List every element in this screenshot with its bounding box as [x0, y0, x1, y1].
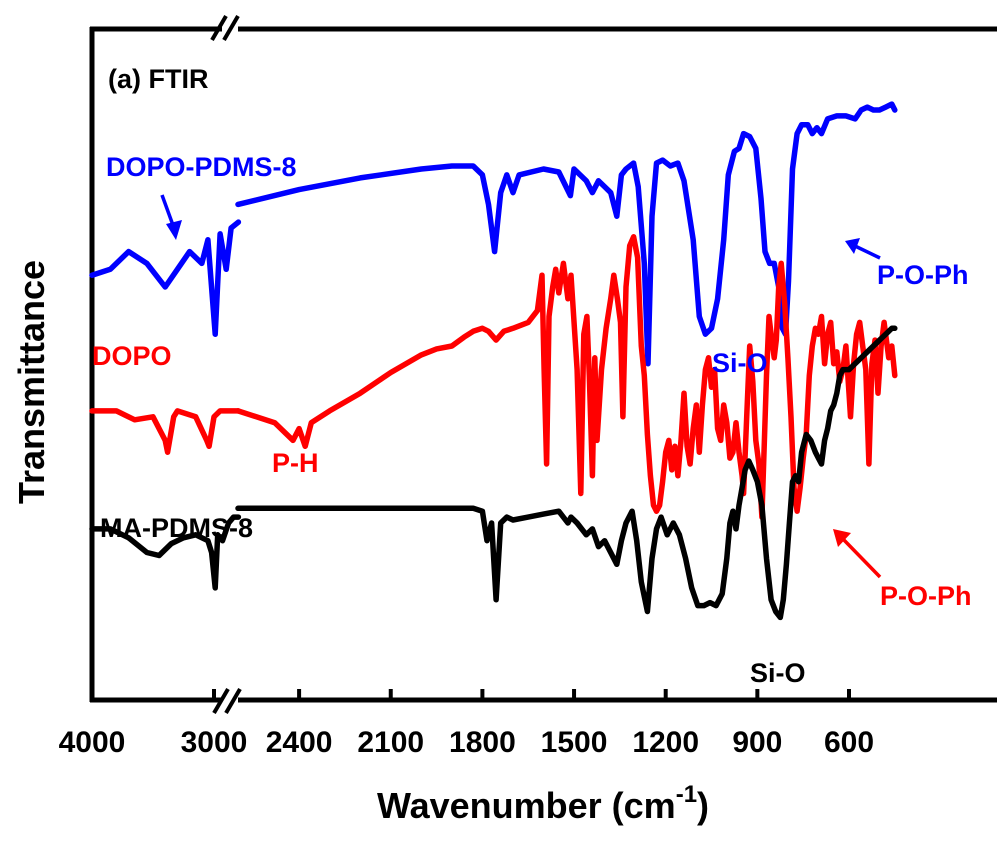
x-tick-label-4000: 4000	[59, 726, 126, 759]
trace-ma-pdms-8-segment-2	[235, 325, 898, 621]
trace-dopo-pdms-8-segment-1	[89, 219, 242, 337]
x-tick-label-1500: 1500	[541, 726, 608, 759]
series-label-dopo: DOPO	[92, 341, 172, 371]
annotation-si-o-black: Si-O	[750, 658, 806, 688]
arrow-head-p-o-ph-blue	[845, 238, 860, 254]
plot-frame	[89, 26, 997, 703]
arrow-head-p-o-ph-red	[833, 529, 851, 547]
series-traces	[89, 101, 898, 621]
annotation-p-o-ph-blue: P-O-Ph	[877, 260, 969, 290]
x-tick-label-2400: 2400	[266, 726, 333, 759]
arrow-p-o-ph-blue	[854, 244, 881, 260]
axis-break-marks	[210, 14, 242, 715]
x-tick-labels: 4000 3000 2400 2100 1800 1500 1200 900 600	[59, 726, 874, 759]
arrow-p-o-ph-red	[841, 537, 882, 579]
x-ticks	[90, 689, 851, 700]
y-axis-title: Transmittance	[11, 260, 52, 504]
trace-dopo-segment-2	[235, 234, 898, 520]
x-tick-label-600: 600	[824, 726, 874, 759]
annotation-p-h: P-H	[272, 448, 319, 478]
series-label-dopo-pdms-8: DOPO-PDMS-8	[106, 152, 297, 182]
trace-dopo-segment-1	[89, 408, 242, 455]
x-tick-label-900: 900	[732, 726, 782, 759]
trace-dopo-pdms-8-segment-2	[235, 101, 898, 367]
x-tick-label-1200: 1200	[632, 726, 699, 759]
annotation-si-o-blue: Si-O	[712, 348, 768, 378]
trace-ma-pdms-8-segment-1	[89, 514, 242, 591]
series-label-ma-pdms-8: MA-PDMS-8	[100, 513, 253, 543]
annotation-p-o-ph-red: P-O-Ph	[880, 581, 972, 611]
arrow-head-dopo-pdms-8	[166, 220, 182, 240]
x-axis-title: Wavenumber (cm-1)	[377, 781, 709, 826]
x-tick-label-2100: 2100	[357, 726, 424, 759]
panel-title: (a) FTIR	[108, 64, 209, 94]
annotation-arrows	[160, 194, 882, 579]
x-tick-label-1800: 1800	[449, 726, 516, 759]
x-tick-label-3000: 3000	[181, 726, 248, 759]
